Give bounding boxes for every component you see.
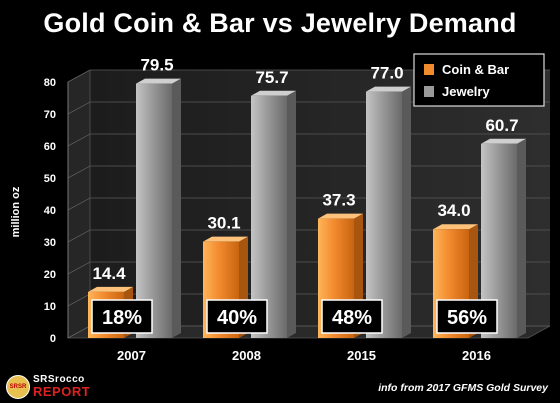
- logo-bottom-text: REPORT: [33, 384, 91, 399]
- data-label: 77.0: [370, 64, 403, 83]
- data-label: 37.3: [322, 191, 355, 210]
- data-label: 30.1: [207, 214, 240, 233]
- x-tick-label: 2007: [117, 348, 146, 363]
- y-tick-label: 20: [44, 269, 56, 281]
- legend-label: Jewelry: [442, 84, 490, 99]
- percent-box: [321, 299, 383, 334]
- jewelry-bar: [251, 95, 287, 338]
- y-tick-label: 50: [44, 173, 56, 185]
- data-label: 75.7: [255, 68, 288, 87]
- percent-box: [91, 299, 153, 334]
- y-axis-label: million oz: [10, 186, 22, 237]
- bar-top: [366, 86, 411, 92]
- percent-label: 40%: [217, 307, 257, 329]
- bar-top: [318, 213, 363, 219]
- data-label: 60.7: [485, 116, 518, 135]
- x-tick-label: 2016: [462, 348, 491, 363]
- jewelry-bar: [136, 83, 172, 338]
- bar-top: [136, 78, 181, 84]
- bar-side: [402, 86, 411, 338]
- bar-top: [251, 90, 296, 96]
- gridline: [67, 69, 550, 83]
- srsrocco-logo: SRSR SRSrocco REPORT: [6, 374, 116, 399]
- bar-top: [433, 224, 478, 230]
- logo-top-text: SRSrocco: [33, 374, 85, 385]
- bar-top: [203, 236, 248, 242]
- y-tick-label: 80: [44, 77, 56, 89]
- x-tick-label: 2015: [347, 348, 376, 363]
- legend-label: Coin & Bar: [442, 62, 509, 77]
- legend-swatch: [424, 86, 434, 97]
- percent-label: 18%: [102, 307, 142, 329]
- percent-box: [436, 299, 498, 334]
- y-tick-label: 0: [50, 333, 56, 345]
- bar-top: [88, 286, 133, 292]
- y-tick-label: 60: [44, 141, 56, 153]
- chart-title: Gold Coin & Bar vs Jewelry Demand: [43, 8, 517, 38]
- y-tick-label: 10: [44, 301, 56, 313]
- y-tick-label: 70: [44, 109, 56, 121]
- bar-side: [517, 138, 526, 338]
- bar-side: [287, 90, 296, 338]
- x-tick-label: 2008: [232, 348, 261, 363]
- logo-seal: SRSR: [6, 375, 30, 399]
- jewelry-bar: [366, 91, 402, 338]
- percent-label: 48%: [332, 307, 372, 329]
- source-note: info from 2017 GFMS Gold Survey: [378, 382, 548, 394]
- data-label: 34.0: [437, 201, 470, 220]
- data-label: 79.5: [140, 56, 173, 75]
- data-label: 14.4: [92, 264, 126, 283]
- bar-top: [481, 138, 526, 144]
- y-tick-label: 30: [44, 237, 56, 249]
- percent-box: [206, 299, 268, 334]
- percent-label: 56%: [447, 307, 487, 329]
- legend-box: [413, 53, 545, 107]
- legend-swatch: [424, 64, 434, 75]
- bar-side: [172, 78, 181, 338]
- y-tick-label: 40: [44, 205, 56, 217]
